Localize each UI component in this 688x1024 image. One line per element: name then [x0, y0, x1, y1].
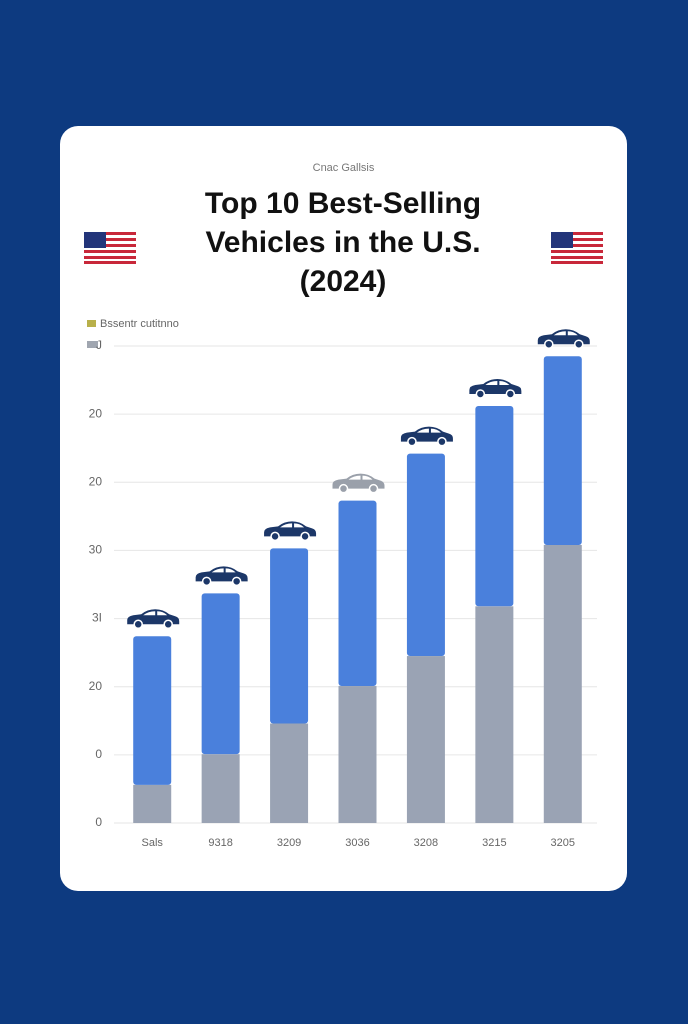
x-tick-label: Sals: [142, 837, 164, 849]
car-wheel: [300, 531, 310, 542]
x-tick-label: 3205: [551, 837, 575, 849]
y-tick-label: 30: [89, 543, 103, 557]
car-wheel: [133, 619, 143, 630]
y-tick-label: 20: [89, 406, 103, 420]
x-tick-label: 3036: [345, 837, 369, 849]
car-wheel: [163, 619, 173, 630]
legend-deco: [87, 341, 98, 348]
bar-segment: [406, 656, 445, 823]
car-wheel: [270, 531, 280, 542]
bar-segment: [133, 784, 172, 823]
bar-segment: [338, 686, 377, 823]
bar-segment: [475, 405, 514, 607]
car-wheel: [201, 576, 212, 587]
car-wheel: [338, 483, 349, 494]
x-tick-label: 9318: [208, 837, 232, 849]
chart-subtitle: Cnac Gallsis: [312, 162, 375, 174]
x-tick-label: 3209: [277, 837, 301, 849]
bar-segment: [406, 453, 445, 657]
car-window: [553, 331, 578, 336]
bar-segment: [543, 356, 582, 545]
car-icon: [127, 609, 180, 630]
car-icon: [469, 378, 522, 399]
car-window: [211, 568, 236, 573]
bar-segment: [338, 500, 377, 687]
bar-segment: [475, 606, 514, 823]
car-window: [485, 380, 510, 385]
car-wheel: [231, 576, 242, 587]
legend-label: Bssentr cutitnno: [100, 318, 179, 330]
bar-segment: [201, 593, 240, 755]
car-window: [143, 611, 168, 616]
car-icon: [264, 521, 317, 542]
y-tick-label: J: [96, 338, 102, 352]
x-tick-label: 3215: [482, 837, 506, 849]
car-wheel: [505, 389, 516, 399]
car-wheel: [437, 436, 447, 447]
car-window: [348, 475, 373, 480]
car-icon: [400, 426, 453, 447]
legend-deco: [87, 320, 96, 327]
y-tick-label: 3I: [92, 611, 102, 625]
car-icon: [537, 329, 590, 349]
y-tick-label: 20: [89, 474, 103, 488]
car-wheel: [368, 483, 379, 494]
car-wheel: [544, 339, 554, 349]
bar-segment: [270, 548, 309, 724]
car-window: [416, 428, 441, 433]
flag-left: [84, 232, 136, 264]
car-icon: [195, 566, 248, 587]
chart-title: Top 10 Best-Selling Vehicles in the U.S.…: [204, 187, 482, 298]
bar-segment: [133, 636, 172, 785]
car-icon: [332, 473, 385, 494]
bar-segment: [270, 723, 309, 823]
car-wheel: [574, 339, 584, 349]
car-wheel: [407, 436, 417, 447]
flag-right: [551, 232, 603, 264]
x-tick-label: 3208: [414, 837, 438, 849]
bar-segment: [543, 544, 582, 823]
bar-segment: [201, 754, 240, 823]
car-wheel: [475, 389, 486, 399]
y-tick-label: 0: [95, 747, 102, 761]
y-tick-label: 20: [89, 679, 103, 693]
y-tick-label: 0: [95, 815, 102, 829]
car-window: [280, 523, 305, 528]
